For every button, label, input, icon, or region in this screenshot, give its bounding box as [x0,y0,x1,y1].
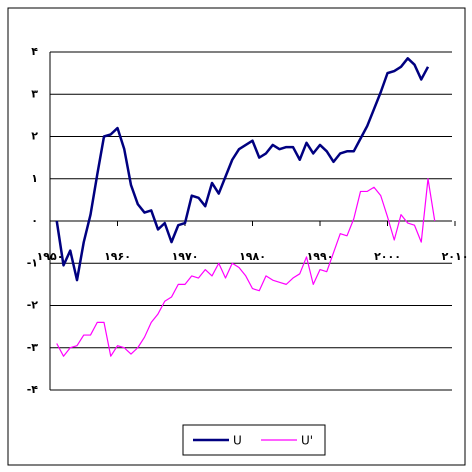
y-tick-label: ۴ [31,45,38,58]
y-tick-label: -۱ [27,256,38,269]
x-tick-label: ۱۹۹۰ [307,250,334,263]
x-tick-label: ۲۰۱۰ [442,250,469,263]
chart-border [7,7,466,466]
legend: U U' [182,424,326,456]
y-tick-label: ۲ [31,130,38,143]
x-tick-label: ۱۹۷۰ [172,250,199,263]
y-tick-label: ۱ [31,172,38,185]
x-tick-label: ۱۹۵۰ [37,250,64,263]
legend-label: U' [301,434,313,448]
x-tick-label: ۱۹۸۰ [239,250,266,263]
y-tick-label: -۳ [27,341,39,354]
x-tick-label: ۱۹۶۰ [104,250,131,263]
legend-label: U [233,434,242,448]
y-tick-label: -۲ [27,299,39,312]
y-tick-label: ۳ [31,87,38,100]
y-tick-label: -۴ [27,383,39,396]
y-tick-label: ۰ [31,214,38,227]
series-line [55,57,430,282]
x-tick-label: ۲۰۰۰ [374,250,401,263]
series-line [56,178,436,357]
